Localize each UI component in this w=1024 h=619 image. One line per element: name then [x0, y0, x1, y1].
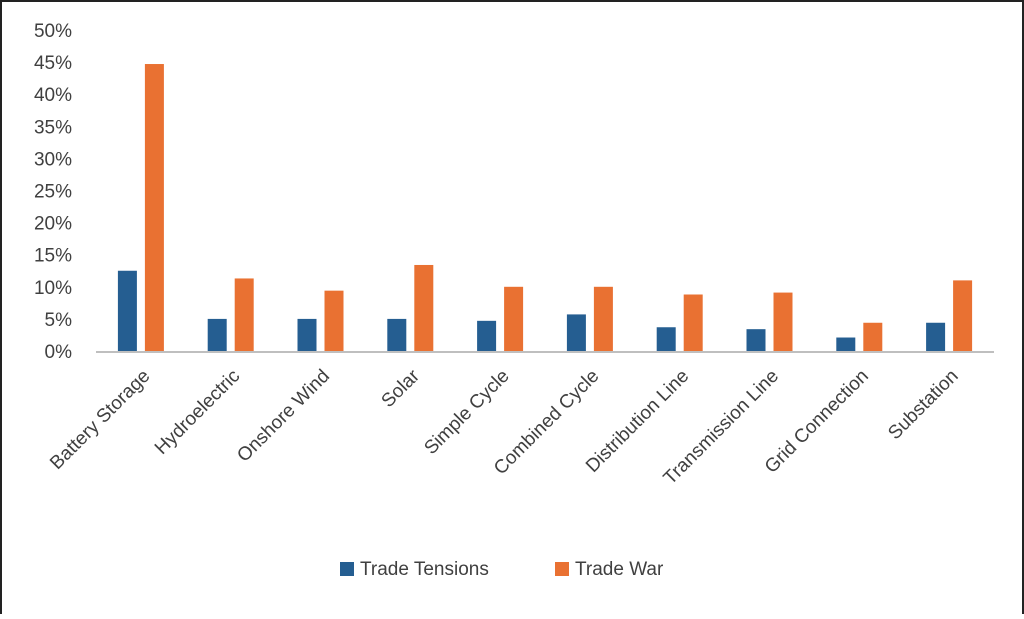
y-tick-label: 45%: [34, 53, 72, 74]
x-tick-label: Substation: [884, 366, 962, 444]
y-tick-label: 15%: [34, 246, 72, 267]
bar-trade-tensions: [207, 318, 227, 351]
bar-trade-war: [683, 294, 703, 351]
x-tick-label: Simple Cycle: [420, 366, 513, 459]
frame-border: [1022, 0, 1024, 614]
y-tick-label: 35%: [34, 117, 72, 138]
frame-border: [0, 0, 1024, 2]
x-tick-label: Hydroelectric: [151, 366, 244, 459]
y-tick-label: 25%: [34, 182, 72, 203]
bar-trade-tensions: [387, 318, 407, 351]
bar-trade-war: [324, 290, 344, 351]
y-tick-label: 50%: [34, 21, 72, 42]
x-tick-label: Onshore Wind: [233, 366, 334, 467]
bar-trade-war: [144, 64, 164, 351]
legend-swatch: [340, 562, 354, 576]
bar-trade-war: [414, 264, 434, 351]
y-tick-label: 20%: [34, 214, 72, 235]
legend-label: Trade Tensions: [360, 559, 489, 580]
bar-trade-war: [234, 278, 254, 351]
bar-trade-war: [953, 280, 973, 351]
y-tick-label: 5%: [45, 310, 73, 331]
bar-trade-tensions: [566, 314, 586, 351]
legend-label: Trade War: [575, 559, 664, 580]
y-tick-label: 10%: [34, 278, 72, 299]
bar-trade-tensions: [926, 322, 946, 351]
y-tick-label: 30%: [34, 149, 72, 170]
bar-trade-war: [593, 286, 613, 351]
bar-trade-war: [773, 292, 793, 351]
y-tick-label: 0%: [45, 342, 73, 363]
bars: [117, 64, 973, 351]
bar-trade-war: [504, 286, 524, 351]
x-tick-label: Battery Storage: [46, 366, 154, 474]
bar-trade-tensions: [746, 329, 766, 351]
bar-trade-tensions: [477, 320, 497, 351]
frame-border: [0, 0, 2, 614]
legend: Trade Tensions Trade War: [340, 559, 664, 580]
x-tick-label: Solar: [378, 365, 425, 412]
bar-trade-tensions: [656, 327, 676, 351]
legend-swatch: [555, 562, 569, 576]
bar-trade-tensions: [117, 270, 137, 351]
y-tick-label: 40%: [34, 85, 72, 106]
y-axis: 0% 5% 10% 15% 20% 25% 30% 35% 40% 45% 50%: [34, 21, 72, 363]
bar-trade-tensions: [836, 337, 856, 351]
bar-trade-war: [863, 322, 883, 351]
bar-trade-tensions: [297, 318, 317, 351]
